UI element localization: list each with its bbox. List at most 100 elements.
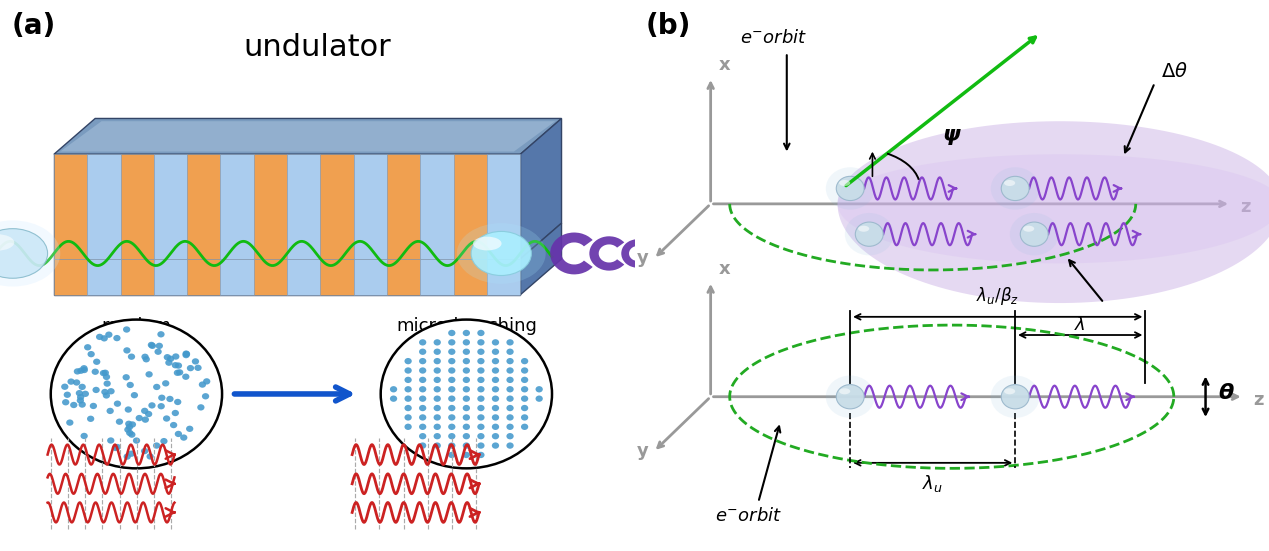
Ellipse shape	[171, 410, 179, 416]
Ellipse shape	[463, 433, 470, 439]
Ellipse shape	[448, 405, 456, 411]
Ellipse shape	[70, 402, 77, 408]
Ellipse shape	[448, 433, 456, 439]
Ellipse shape	[477, 377, 485, 383]
Ellipse shape	[128, 451, 135, 457]
Polygon shape	[454, 154, 487, 259]
Ellipse shape	[405, 424, 411, 430]
Ellipse shape	[477, 386, 485, 392]
Ellipse shape	[1004, 388, 1015, 395]
Ellipse shape	[141, 448, 148, 454]
Ellipse shape	[477, 368, 485, 374]
Ellipse shape	[405, 368, 411, 374]
Ellipse shape	[76, 397, 84, 404]
Ellipse shape	[79, 383, 86, 390]
Ellipse shape	[187, 365, 194, 371]
Polygon shape	[154, 259, 188, 295]
Ellipse shape	[434, 358, 440, 364]
Ellipse shape	[506, 396, 514, 402]
Ellipse shape	[419, 358, 426, 364]
Polygon shape	[53, 259, 520, 295]
Ellipse shape	[506, 349, 514, 355]
Text: $\boldsymbol{\psi}$: $\boldsymbol{\psi}$	[942, 127, 962, 147]
Ellipse shape	[114, 444, 121, 450]
Ellipse shape	[157, 331, 165, 337]
Ellipse shape	[434, 414, 440, 420]
Wedge shape	[589, 236, 624, 271]
Ellipse shape	[448, 424, 456, 430]
Text: undulator: undulator	[244, 33, 391, 62]
Ellipse shape	[506, 386, 514, 392]
Ellipse shape	[112, 445, 119, 451]
Ellipse shape	[145, 411, 152, 417]
Ellipse shape	[173, 353, 179, 360]
Ellipse shape	[162, 380, 169, 386]
Polygon shape	[520, 223, 562, 295]
Ellipse shape	[845, 213, 893, 256]
Ellipse shape	[100, 335, 108, 342]
Ellipse shape	[419, 405, 426, 411]
Ellipse shape	[405, 405, 411, 411]
Text: $e^{-}$orbit: $e^{-}$orbit	[740, 29, 808, 47]
Polygon shape	[420, 154, 454, 259]
Text: z: z	[1254, 391, 1264, 409]
Ellipse shape	[103, 392, 110, 398]
Polygon shape	[221, 154, 254, 259]
Ellipse shape	[463, 330, 470, 336]
Ellipse shape	[183, 352, 190, 358]
Polygon shape	[53, 154, 88, 259]
Ellipse shape	[477, 452, 485, 458]
Ellipse shape	[522, 377, 528, 383]
Ellipse shape	[457, 223, 546, 284]
Ellipse shape	[448, 396, 456, 402]
Ellipse shape	[463, 339, 470, 345]
Ellipse shape	[123, 347, 131, 354]
Ellipse shape	[463, 442, 470, 449]
Ellipse shape	[448, 414, 456, 420]
Ellipse shape	[434, 424, 440, 430]
Ellipse shape	[107, 408, 114, 414]
Ellipse shape	[434, 442, 440, 449]
Ellipse shape	[448, 377, 456, 383]
Ellipse shape	[81, 367, 88, 373]
Ellipse shape	[522, 386, 528, 392]
Polygon shape	[88, 154, 121, 259]
Ellipse shape	[154, 442, 160, 449]
Ellipse shape	[434, 396, 440, 402]
Ellipse shape	[492, 339, 499, 345]
Ellipse shape	[203, 378, 211, 385]
Text: $\boldsymbol{\theta}$: $\boldsymbol{\theta}$	[1218, 383, 1235, 403]
Ellipse shape	[126, 430, 133, 436]
Ellipse shape	[477, 433, 485, 439]
Polygon shape	[454, 259, 487, 295]
Ellipse shape	[171, 362, 179, 369]
Ellipse shape	[88, 415, 94, 422]
Ellipse shape	[448, 442, 456, 449]
Ellipse shape	[477, 339, 485, 345]
Ellipse shape	[90, 403, 96, 409]
Ellipse shape	[77, 394, 84, 401]
Ellipse shape	[419, 414, 426, 420]
Ellipse shape	[180, 434, 188, 441]
Text: $\lambda_u/\beta_z$: $\lambda_u/\beta_z$	[976, 285, 1019, 307]
Ellipse shape	[88, 351, 95, 357]
Ellipse shape	[463, 414, 470, 420]
Ellipse shape	[146, 371, 152, 377]
Ellipse shape	[522, 358, 528, 364]
Ellipse shape	[434, 368, 440, 374]
Ellipse shape	[126, 420, 132, 427]
Ellipse shape	[477, 396, 485, 402]
Ellipse shape	[522, 424, 528, 430]
Ellipse shape	[142, 417, 148, 423]
Ellipse shape	[147, 342, 155, 348]
Ellipse shape	[157, 403, 165, 409]
Ellipse shape	[506, 433, 514, 439]
Ellipse shape	[434, 386, 440, 392]
Ellipse shape	[492, 442, 499, 449]
Ellipse shape	[183, 351, 190, 357]
Ellipse shape	[93, 387, 100, 393]
Text: y: y	[637, 250, 648, 267]
Ellipse shape	[0, 234, 14, 251]
Text: (a): (a)	[11, 12, 56, 40]
Ellipse shape	[492, 396, 499, 402]
